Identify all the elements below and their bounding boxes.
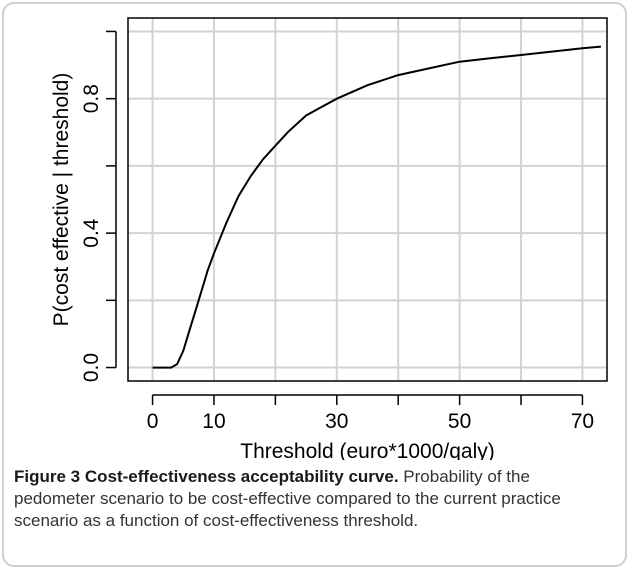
x-tick-label: 0 (147, 410, 159, 433)
axes-layer: 0 10 30 50 70 0.0 0.4 0.8 (80, 30, 594, 433)
x-tick-label: 10 (202, 410, 225, 433)
figure-label: Figure 3 (14, 467, 81, 486)
grid-layer (128, 18, 607, 381)
y-tick-label: 0.0 (80, 353, 103, 382)
x-tick-label: 30 (325, 410, 348, 433)
x-tick-label: 50 (448, 410, 471, 433)
figure-description: Probability of the pedometer scenario to… (14, 467, 561, 530)
x-tick-label: 70 (571, 410, 594, 433)
y-tick-label: 0.8 (80, 84, 103, 113)
plot-box (127, 17, 608, 382)
figure-title: Cost-effectiveness acceptability curve. (84, 467, 399, 486)
series-line (152, 45, 601, 369)
figure-caption: Figure 3 Cost-effectiveness acceptabilit… (14, 466, 614, 532)
x-axis-label: Threshold (euro*1000/qaly) (240, 440, 494, 460)
cea-curve-chart: 0 10 30 50 70 0.0 0.4 0.8 Threshold (euro*1000/… (50, 17, 608, 460)
y-axis-label: P(cost effective | threshold) (50, 73, 73, 327)
y-tick-label: 0.4 (80, 218, 103, 248)
